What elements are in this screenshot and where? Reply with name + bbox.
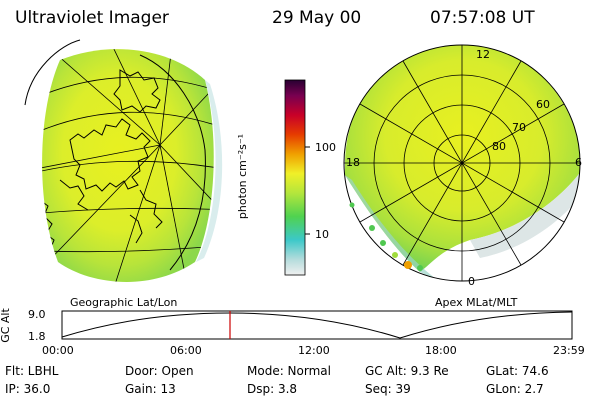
left-map bbox=[24, 39, 223, 282]
mlt-label-0: 0 bbox=[468, 275, 475, 288]
right-map-spot bbox=[369, 225, 375, 231]
left-map-rim bbox=[24, 39, 206, 271]
left-map-lon-line bbox=[159, 144, 214, 231]
right-map-spot bbox=[380, 240, 386, 246]
mlt-label-6: 6 bbox=[575, 156, 582, 169]
right-map-spot bbox=[392, 252, 398, 258]
altitude-x-tick: 00:00 bbox=[42, 344, 74, 357]
altitude-plot-frame bbox=[61, 310, 573, 340]
app-title: Ultraviolet Imager bbox=[15, 8, 169, 28]
lat-label-80: 80 bbox=[492, 140, 506, 153]
right-map-spots bbox=[349, 202, 423, 271]
colorbar-ramp bbox=[284, 79, 306, 276]
left-map-lon-line bbox=[159, 59, 214, 146]
right-map-aurora-fringe bbox=[345, 175, 440, 281]
colorbar bbox=[284, 79, 310, 276]
lat-label-70: 70 bbox=[512, 121, 526, 134]
altitude-plot bbox=[61, 310, 573, 340]
colorbar-label-10: 10 bbox=[315, 228, 329, 241]
colorbar-unit-label: photon cm⁻²s⁻¹ bbox=[236, 133, 250, 220]
right-map-gray-fringe bbox=[470, 170, 580, 258]
header-time: 07:57:08 UT bbox=[430, 8, 535, 28]
status-door: Door: Open bbox=[125, 364, 194, 378]
left-map-lon-line bbox=[109, 144, 161, 282]
right-map-spot bbox=[349, 202, 355, 208]
status-filter: Flt: LBHL bbox=[5, 364, 59, 378]
status-mode: Mode: Normal bbox=[247, 364, 331, 378]
status-dsp: Dsp: 3.8 bbox=[247, 382, 298, 396]
status-glon: GLon: 2.7 bbox=[486, 382, 544, 396]
mlt-label-18: 18 bbox=[346, 156, 360, 169]
header-date: 29 May 00 bbox=[272, 8, 362, 28]
left-map-lat-line bbox=[42, 160, 214, 177]
lat-label-60: 60 bbox=[536, 98, 550, 111]
left-map-coastline bbox=[113, 69, 161, 113]
left-map-lon-line bbox=[159, 49, 176, 146]
left-map-coastline bbox=[69, 118, 151, 192]
mlt-label-12: 12 bbox=[476, 48, 490, 61]
altitude-x-tick: 12:00 bbox=[298, 344, 330, 357]
right-map-meridian bbox=[359, 103, 565, 223]
left-map-aurora bbox=[42, 49, 214, 282]
right-map-spot bbox=[417, 265, 423, 271]
right-map-spot bbox=[404, 261, 412, 269]
altitude-y-tick-9: 9.0 bbox=[28, 308, 46, 321]
altitude-axis-label: GC Alt bbox=[0, 308, 12, 343]
right-map-aurora bbox=[345, 45, 580, 272]
altitude-x-tick: 18:00 bbox=[425, 344, 457, 357]
status-ip: IP: 36.0 bbox=[5, 382, 51, 396]
left-map-lon-line bbox=[42, 144, 161, 171]
altitude-x-tick: 23:59 bbox=[553, 344, 585, 357]
altitude-curve bbox=[61, 311, 573, 339]
right-map-label: Apex MLat/MLT bbox=[435, 296, 518, 309]
status-glat: GLat: 74.6 bbox=[486, 364, 549, 378]
right-map bbox=[343, 44, 581, 282]
status-gc-alt: GC Alt: 9.3 Re bbox=[365, 364, 449, 378]
left-map-label: Geographic Lat/Lon bbox=[70, 296, 178, 309]
altitude-x-tick: 06:00 bbox=[170, 344, 202, 357]
left-map-lon-line bbox=[99, 49, 161, 146]
status-gain: Gain: 13 bbox=[125, 382, 176, 396]
colorbar-label-100: 100 bbox=[315, 141, 336, 154]
left-map-fringe bbox=[196, 80, 223, 262]
status-seq: Seq: 39 bbox=[365, 382, 411, 396]
left-map-lon-line bbox=[42, 144, 161, 271]
altitude-y-tick-1-8: 1.8 bbox=[28, 330, 46, 343]
left-map-coastline bbox=[129, 189, 163, 244]
